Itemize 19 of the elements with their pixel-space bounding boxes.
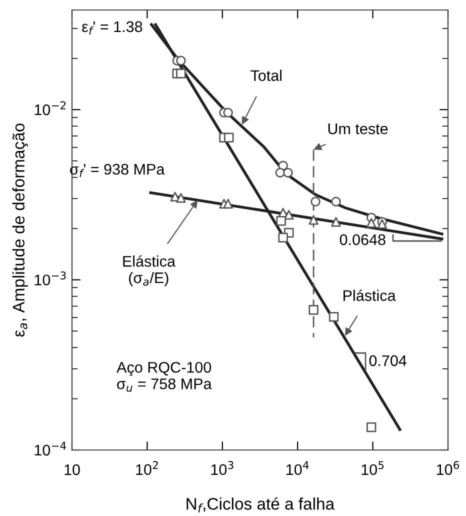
- y-tick-label: 10$^{−4}$: [34, 442, 66, 456]
- x-tick-label: 10$^{4}$: [286, 461, 309, 476]
- x-tick-label: 10: [64, 464, 80, 476]
- annotation: Um teste: [328, 124, 388, 134]
- annotation: Plástica: [344, 290, 396, 301]
- annotation: Total: [250, 70, 282, 81]
- annotation: 0.0648: [340, 234, 386, 246]
- y-tick-label: 10$^{−3}$: [34, 271, 66, 286]
- annotation: ε$_{f}$' = 1.38: [82, 21, 142, 34]
- annotation: Elástica (σ$_{a}$/E): [123, 255, 176, 286]
- x-tick-label: 10$^{5}$: [362, 461, 384, 476]
- x-tick-label: 10$^{3}$: [211, 461, 234, 475]
- x-axis-title: N$_{f}$,Ciclos até a falha: [186, 497, 335, 512]
- x-tick-label: 10$^{2}$: [136, 461, 158, 475]
- annotation: Aço RQC-100 σ$_{u}$ = 758 MPa: [116, 362, 212, 392]
- annotation: 0.704: [369, 355, 407, 366]
- y-tick-label: 10$^{−2}$: [34, 101, 66, 116]
- x-tick-label: 10$^{6}$: [436, 461, 460, 475]
- y-axis-title: ε$_{a}$, Amplitude de deformação: [12, 124, 28, 337]
